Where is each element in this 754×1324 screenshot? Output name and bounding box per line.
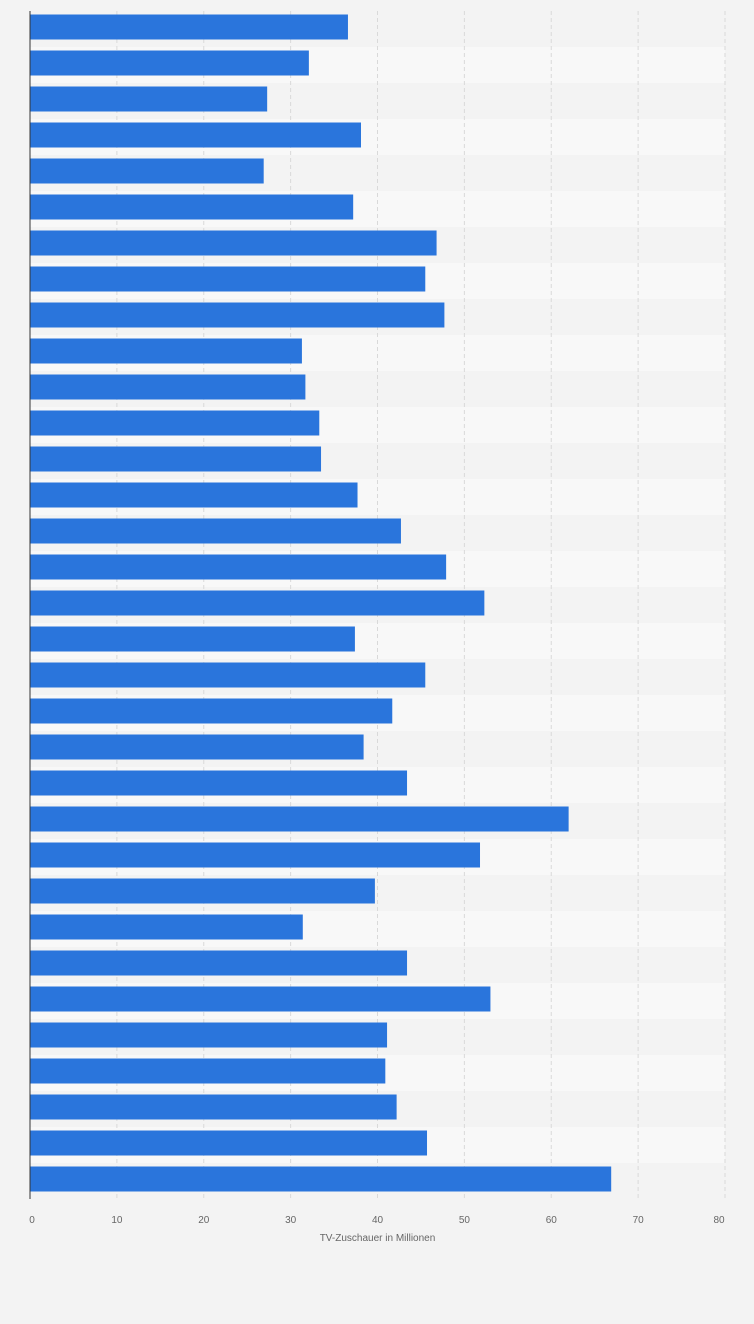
bar[interactable] [30, 14, 348, 40]
bar[interactable] [30, 122, 361, 148]
bar[interactable] [30, 1130, 428, 1156]
x-tick-label: 20 [198, 1215, 210, 1226]
bar[interactable] [30, 1058, 386, 1084]
bar[interactable] [30, 842, 481, 868]
bar[interactable] [30, 374, 306, 400]
bar[interactable] [30, 986, 491, 1012]
bar[interactable] [30, 410, 320, 436]
x-tick-label: 60 [546, 1215, 558, 1226]
bar[interactable] [30, 662, 426, 688]
bar[interactable] [30, 266, 426, 292]
bar[interactable] [30, 194, 354, 220]
bar[interactable] [30, 698, 393, 724]
bar[interactable] [30, 590, 485, 616]
bar[interactable] [30, 158, 264, 184]
bar[interactable] [30, 770, 408, 796]
x-tick-label: 10 [111, 1215, 123, 1226]
bar[interactable] [30, 518, 401, 544]
bar[interactable] [30, 626, 355, 652]
bar[interactable] [30, 734, 364, 760]
bar[interactable] [30, 914, 303, 940]
bar[interactable] [30, 950, 408, 976]
bar[interactable] [30, 50, 309, 76]
x-tick-label: 70 [633, 1215, 645, 1226]
bar[interactable] [30, 1022, 388, 1048]
bar[interactable] [30, 482, 358, 508]
x-tick-label: 50 [459, 1215, 471, 1226]
bar[interactable] [30, 230, 437, 256]
x-tick-label: 80 [713, 1215, 725, 1226]
bar[interactable] [30, 302, 445, 328]
bar[interactable] [30, 806, 569, 832]
bar[interactable] [30, 86, 268, 112]
bars [30, 14, 612, 1192]
x-axis-label: TV-Zuschauer in Millionen [320, 1233, 436, 1244]
bar[interactable] [30, 446, 322, 472]
x-axis-ticks: 0 10 20 30 40 50 60 70 80 [29, 1215, 725, 1226]
bar[interactable] [30, 878, 375, 904]
x-tick-label: 0 [29, 1215, 35, 1226]
bar[interactable] [30, 554, 447, 580]
x-tick-label: 30 [285, 1215, 297, 1226]
bar[interactable] [30, 338, 302, 364]
bar[interactable] [30, 1166, 612, 1192]
x-tick-label: 40 [372, 1215, 384, 1226]
bar[interactable] [30, 1094, 397, 1120]
